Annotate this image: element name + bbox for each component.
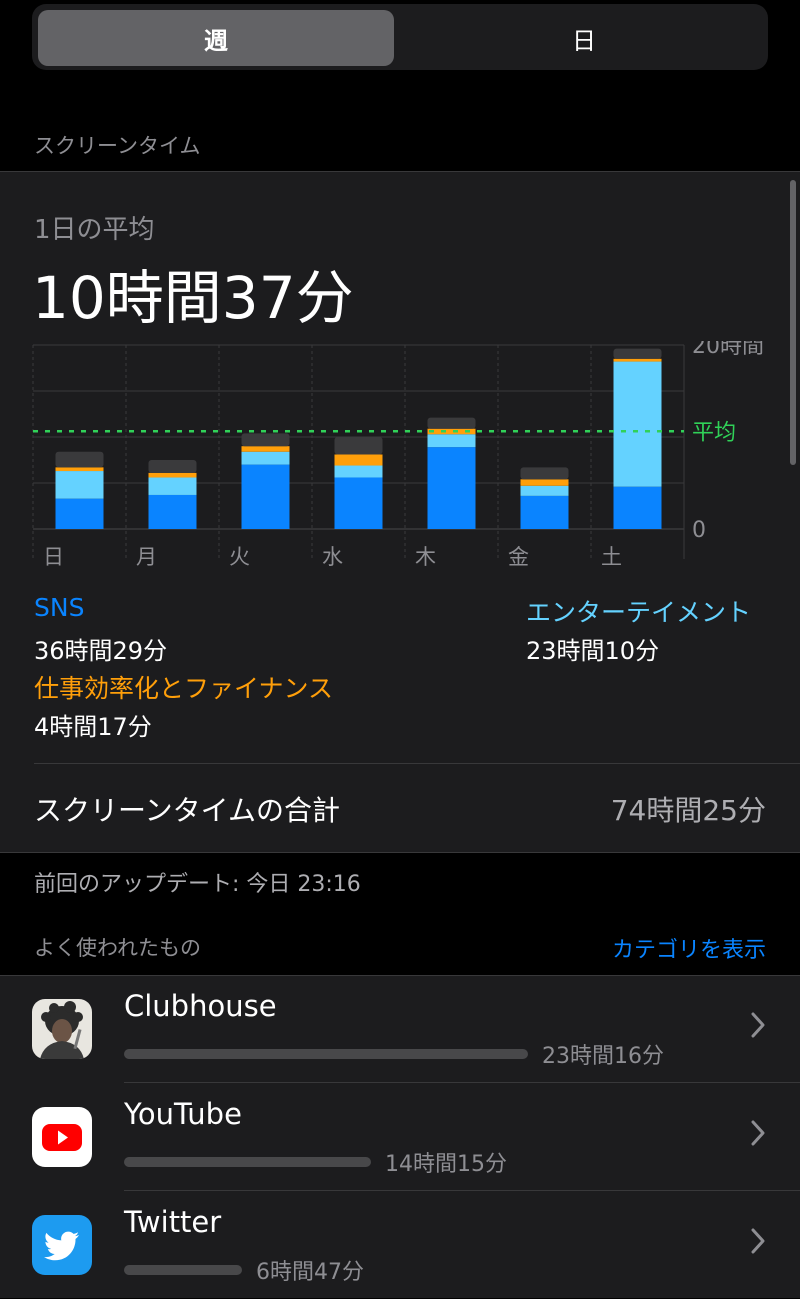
clubhouse-icon	[32, 999, 92, 1059]
bar-segment-3	[334, 454, 383, 466]
bar-segment-3	[241, 446, 290, 452]
chevron-right-icon	[751, 1012, 765, 1038]
scroll-indicator[interactable]	[790, 180, 796, 465]
x-tick-label: 金	[508, 545, 529, 569]
bar-segment-2	[613, 361, 662, 487]
x-tick-label: 水	[322, 545, 343, 569]
bar-segment-1	[334, 477, 383, 529]
daily-average-value: 10時間37分	[32, 264, 354, 332]
row-separator	[124, 1082, 800, 1083]
row-separator	[124, 1190, 800, 1191]
usage-time-twitter: 6時間47分	[256, 1260, 364, 1285]
app-name-twitter: Twitter	[124, 1205, 222, 1239]
legend-entertainment-value: 23時間10分	[526, 637, 660, 665]
app-name-youtube: YouTube	[124, 1097, 242, 1131]
x-tick-label: 木	[415, 545, 436, 569]
twitter-icon	[32, 1215, 92, 1275]
daily-average-label: 1日の平均	[34, 215, 155, 245]
usage-bar-twitter	[124, 1265, 242, 1275]
bar-segment-3	[520, 479, 569, 486]
y-tick-label: 20時間	[692, 341, 764, 359]
chevron-right-icon	[751, 1228, 765, 1254]
usage-bar-youtube	[124, 1157, 371, 1167]
bar-segment-3	[427, 428, 476, 435]
app-row-clubhouse[interactable]: Clubhouse 23時間16分	[0, 975, 800, 1083]
bar-segment-3	[55, 467, 104, 472]
total-value: 74時間25分	[610, 794, 766, 827]
app-row-twitter[interactable]: Twitter 6時間47分	[0, 1191, 800, 1299]
legend-sns-name: SNS	[34, 593, 85, 622]
total-label: スクリーンタイムの合計	[34, 794, 341, 827]
bar-segment-1	[427, 447, 476, 529]
screen-time-card[interactable]: 1日の平均 10時間37分 日 月 火 水 木 金 土 20時間平均 0 SNS 36時間29分…	[0, 171, 800, 853]
y-tick-label: 0	[692, 518, 706, 543]
bar-segment-4	[148, 460, 197, 473]
legend-entertainment-name: エンターテイメント	[526, 598, 752, 627]
x-tick-label: 火	[229, 545, 250, 569]
bar-segment-3	[148, 472, 197, 478]
card-top-border	[0, 171, 800, 172]
period-segmented-control: 週 日	[32, 4, 768, 70]
most-used-header: よく使われたもの	[34, 936, 201, 960]
legend-productivity-name: 仕事効率化とファイナンス	[34, 674, 334, 703]
bar-segment-4	[55, 451, 104, 468]
bar-segment-4	[241, 433, 290, 447]
y-tick-label: 平均	[692, 420, 736, 445]
bar-segment-1	[55, 498, 104, 529]
app-list: Clubhouse 23時間16分 YouTube 14時間15分 Twitte…	[0, 975, 800, 1298]
bar-segment-2	[520, 485, 569, 496]
card-bottom-border	[0, 852, 800, 853]
segment-week[interactable]: 週	[38, 10, 394, 66]
bar-segment-1	[241, 464, 290, 529]
app-name-clubhouse: Clubhouse	[124, 989, 277, 1023]
legend-productivity-value: 4時間17分	[34, 713, 152, 741]
screen-time-header: スクリーンタイム	[34, 134, 201, 158]
bar-segment-4	[334, 437, 383, 455]
bar-segment-2	[427, 434, 476, 448]
bar-segment-2	[55, 471, 104, 499]
x-tick-label: 土	[601, 545, 622, 569]
last-update-text: 前回のアップデート: 今日 23:16	[34, 872, 361, 897]
bar-segment-2	[148, 477, 197, 495]
segment-day[interactable]: 日	[572, 26, 596, 55]
usage-bar-clubhouse	[124, 1049, 528, 1059]
bar-segment-4	[520, 467, 569, 480]
bar-segment-1	[148, 494, 197, 529]
bar-segment-3	[613, 358, 662, 362]
bar-segment-4	[613, 348, 662, 359]
usage-time-youtube: 14時間15分	[385, 1152, 507, 1177]
bar-segment-1	[613, 486, 662, 529]
app-row-youtube[interactable]: YouTube 14時間15分	[0, 1083, 800, 1191]
show-categories-link[interactable]: カテゴリを表示	[611, 938, 766, 963]
list-top-border	[0, 975, 800, 976]
bar-segment-4	[427, 417, 476, 429]
youtube-icon	[32, 1107, 92, 1167]
legend-sns-value: 36時間29分	[34, 637, 168, 665]
x-tick-label: 月	[136, 545, 157, 569]
x-tick-label: 日	[43, 545, 64, 569]
bar-segment-2	[334, 465, 383, 478]
bar-segment-2	[241, 451, 290, 465]
chevron-right-icon	[751, 1120, 765, 1146]
card-divider	[34, 763, 800, 764]
usage-time-clubhouse: 23時間16分	[542, 1044, 664, 1069]
bar-segment-1	[520, 495, 569, 529]
